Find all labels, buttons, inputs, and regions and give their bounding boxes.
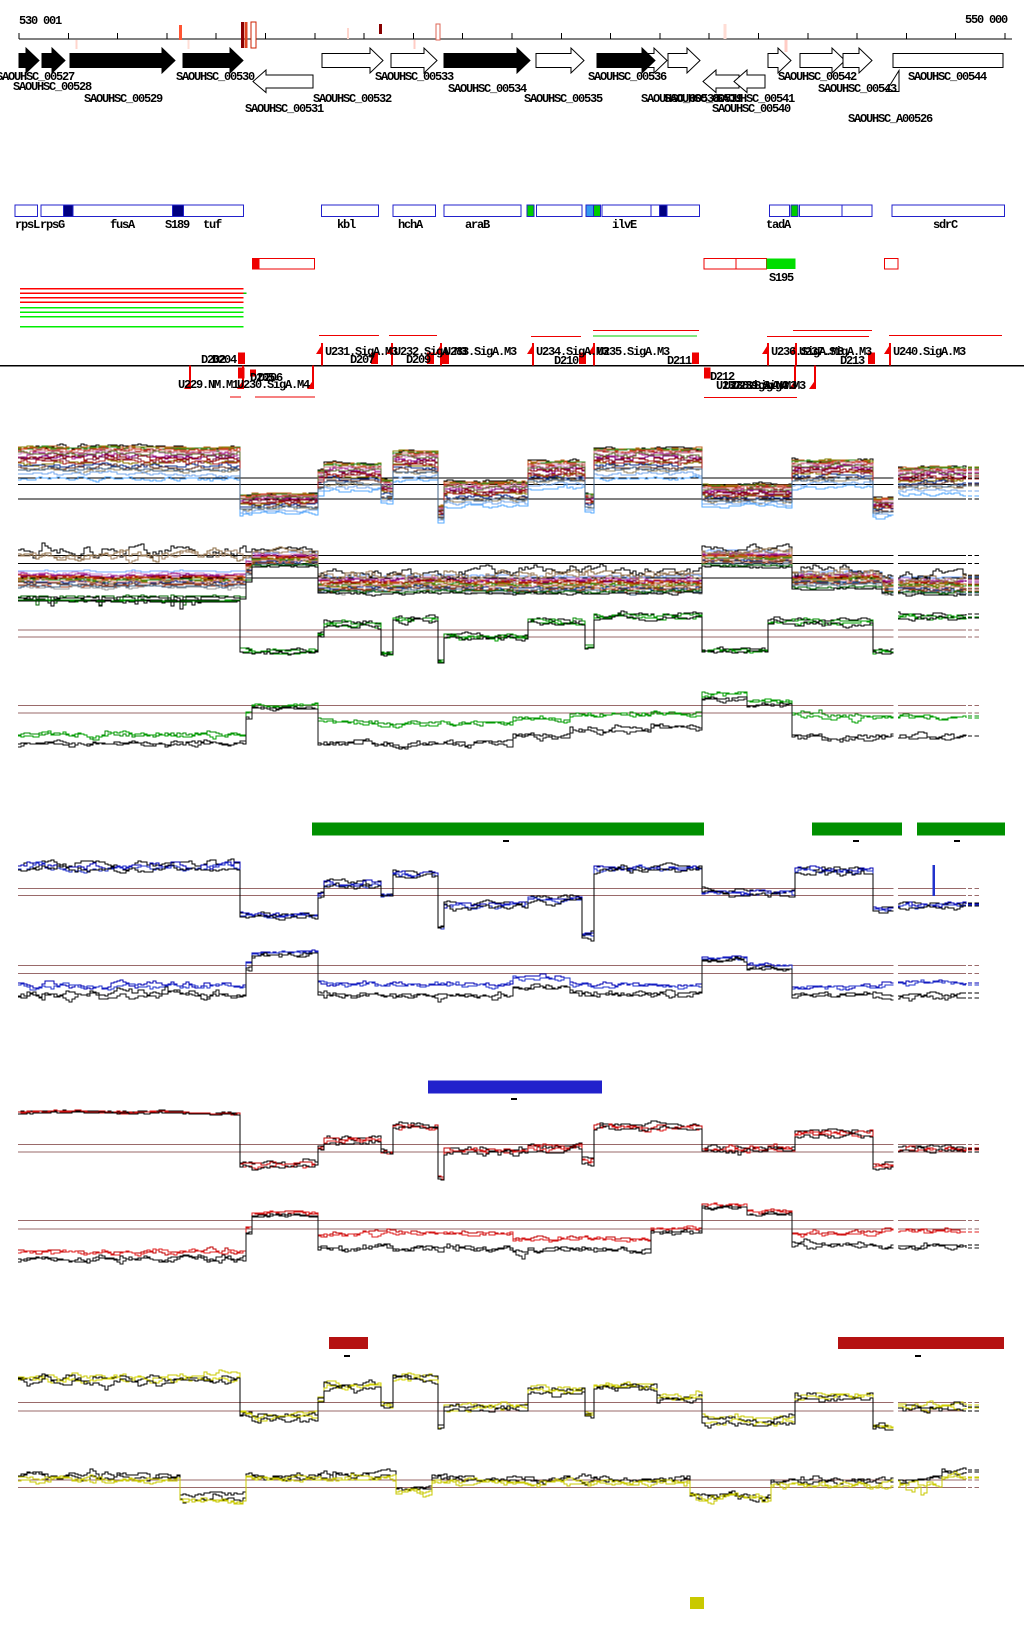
svg-text:SAOUHSC_00530: SAOUHSC_00530: [176, 70, 255, 84]
svg-text:hchA: hchA: [398, 218, 424, 232]
svg-text:D211: D211: [667, 354, 692, 368]
svg-text:U229.NM.M1: U229.NM.M1: [178, 378, 239, 392]
svg-text:kbl: kbl: [337, 218, 356, 232]
svg-text:D202: D202: [201, 353, 226, 367]
svg-text:SAOUHSC_00527: SAOUHSC_00527: [0, 70, 75, 84]
svg-text:SAOUHSC_00538: SAOUHSC_00538: [641, 92, 720, 106]
svg-text:tuf: tuf: [203, 218, 222, 232]
svg-text:U238.SigA.M3: U238.SigA.M3: [724, 379, 797, 393]
svg-text:SAOUHSC_00544: SAOUHSC_00544: [908, 70, 987, 84]
svg-text:550 000: 550 000: [965, 13, 1008, 27]
svg-text:SAOUHSC_A00526: SAOUHSC_A00526: [848, 112, 933, 126]
svg-text:D212: D212: [710, 370, 735, 384]
svg-text:SAOUHSC_00543: SAOUHSC_00543: [818, 82, 897, 96]
svg-text:D204: D204: [212, 353, 237, 367]
svg-text:rpsG: rpsG: [40, 218, 65, 232]
svg-text:SAOUHSC_00534: SAOUHSC_00534: [448, 82, 527, 96]
svg-text:D206: D206: [258, 371, 283, 385]
svg-text:U232.SigA.M3: U232.SigA.M3: [394, 345, 467, 359]
svg-text:SAOUHSC_00533: SAOUHSC_00533: [375, 70, 454, 84]
svg-text:fusA: fusA: [110, 218, 136, 232]
svg-text:D205: D205: [250, 371, 275, 385]
svg-text:tadA: tadA: [766, 218, 792, 232]
svg-text:SAOUHSC_00529: SAOUHSC_00529: [84, 92, 163, 106]
svg-text:U239.SigA.M3: U239.SigA.M3: [733, 379, 806, 393]
svg-text:U237.SigA.M3: U237.SigA.M3: [716, 379, 789, 393]
svg-text:530 001: 530 001: [19, 14, 62, 28]
svg-text:D207: D207: [350, 353, 375, 367]
svg-text:D210: D210: [554, 354, 579, 368]
svg-text:SAOUHSC_00541: SAOUHSC_00541: [716, 92, 795, 106]
svg-text:SAOUHSC_00535: SAOUHSC_00535: [524, 92, 603, 106]
svg-text:SAOUHSC_00531: SAOUHSC_00531: [245, 102, 324, 116]
svg-text:U233.SigA.M3: U233.SigA.M3: [444, 345, 517, 359]
svg-text:S189: S189: [165, 218, 190, 232]
svg-text:SAOUHSC_00539: SAOUHSC_00539: [664, 92, 743, 106]
svg-text:SAOUHSC_00542: SAOUHSC_00542: [778, 70, 857, 84]
svg-text:U231.SigA.M3: U231.SigA.M3: [325, 345, 398, 359]
svg-text:SAOUHSC_00540: SAOUHSC_00540: [712, 102, 791, 116]
svg-text:sdrC: sdrC: [933, 218, 958, 232]
svg-text:SAOUHSC_00536: SAOUHSC_00536: [588, 70, 667, 84]
svg-text:U237.SigA.M3: U237.SigA.M3: [799, 345, 872, 359]
svg-text:D213: D213: [840, 354, 865, 368]
svg-text:SAOUHSC_00532: SAOUHSC_00532: [313, 92, 392, 106]
svg-text:araB: araB: [465, 218, 490, 232]
svg-text:D209: D209: [406, 353, 431, 367]
svg-text:rpsL: rpsL: [15, 218, 40, 232]
svg-text:U236.SigA.M3: U236.SigA.M3: [771, 345, 844, 359]
svg-text:SAOUHSC_00528: SAOUHSC_00528: [13, 80, 92, 94]
svg-text:U230.SigA.M4: U230.SigA.M4: [237, 378, 310, 392]
svg-text:ilvE: ilvE: [612, 218, 637, 232]
svg-text:S195: S195: [769, 271, 794, 285]
svg-text:U235.SigA.M3: U235.SigA.M3: [597, 345, 670, 359]
svg-text:U240.SigA.M3: U240.SigA.M3: [893, 345, 966, 359]
svg-text:U234.SigA.M3: U234.SigA.M3: [536, 345, 609, 359]
